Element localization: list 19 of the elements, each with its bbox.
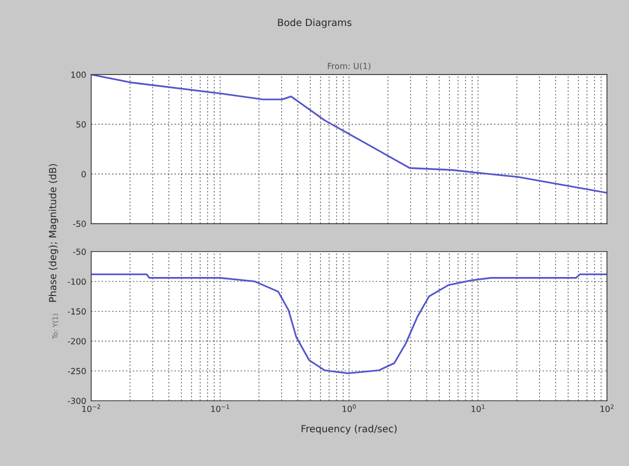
x-axis-title: Frequency (rad/sec) bbox=[302, 424, 397, 434]
y-tick-label: 100 bbox=[71, 72, 86, 78]
y-tick-label: -300 bbox=[68, 398, 86, 404]
y-tick-label: -100 bbox=[68, 278, 86, 285]
y-tick-label: -250 bbox=[68, 368, 86, 374]
x-tick-label: 10$^{−1}$ bbox=[211, 404, 230, 412]
y-tick-label: 50 bbox=[76, 121, 86, 128]
x-tick-label: 10$^{−2}$ bbox=[82, 404, 100, 412]
chart-title: Bode Diagrams bbox=[278, 18, 352, 28]
y-axis-title: Phase (deg); Magnitude (dB) bbox=[48, 164, 58, 302]
x-tick-label: 10$^{1}$ bbox=[472, 404, 485, 412]
y-tick-label: 0 bbox=[82, 170, 86, 178]
y-tick-label: -200 bbox=[68, 338, 86, 344]
y-tick-label: -50 bbox=[73, 248, 86, 255]
x-tick-label: 10$^{0}$ bbox=[342, 404, 356, 412]
x-tick-label: 10$^{2}$ bbox=[600, 404, 614, 412]
chart-subtitle: From: U(1) bbox=[328, 62, 370, 70]
y-tick-label: -150 bbox=[68, 308, 86, 315]
y-tick-label: -50 bbox=[73, 220, 86, 227]
